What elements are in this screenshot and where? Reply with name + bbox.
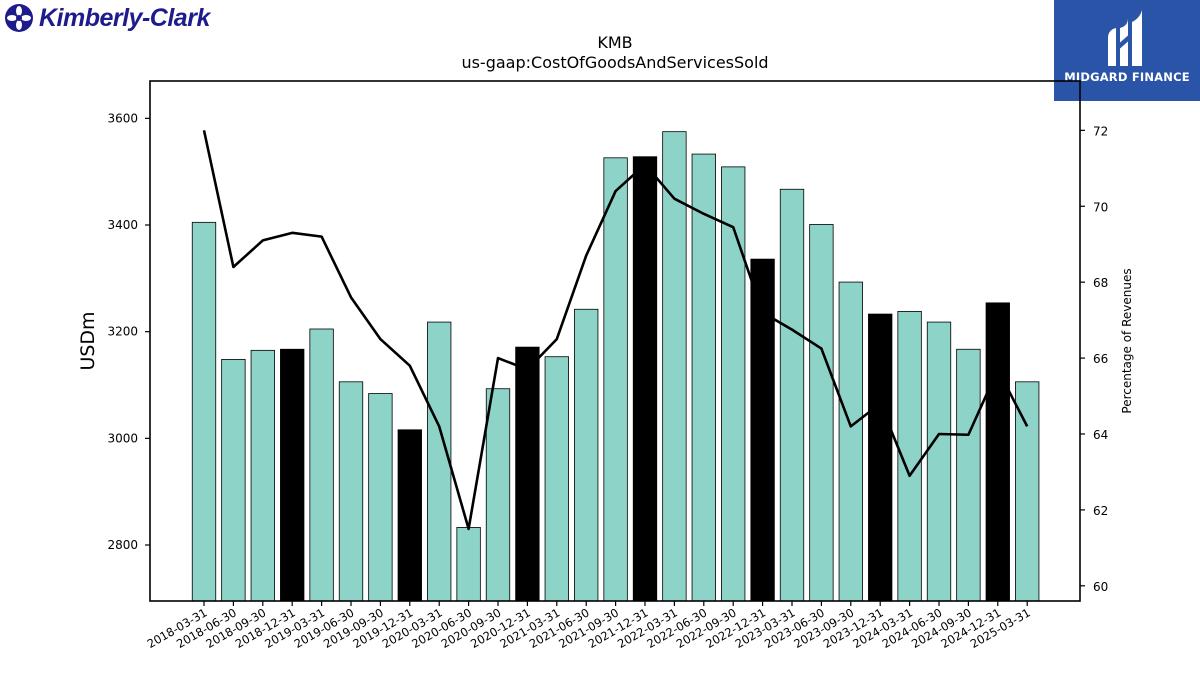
badge-text: MIDGARD FINANCE (1064, 70, 1190, 84)
y-tick-label: 3200 (107, 325, 138, 339)
bar-2021-03-31 (544, 356, 569, 602)
bar-2025-03-31 (1015, 381, 1040, 602)
bar-2021-06-30 (574, 308, 599, 602)
chart-subtitle: us-gaap:CostOfGoodsAndServicesSold (461, 53, 768, 72)
y-tick-label: 3400 (107, 218, 138, 232)
bar-2019-06-30 (338, 381, 364, 602)
bar-2018-12-31 (280, 348, 305, 602)
bar-2023-06-30 (809, 224, 834, 602)
y-tick-label: 3600 (107, 111, 138, 125)
y2-tick-label: 62 (1093, 504, 1108, 518)
bar-2023-12-31 (868, 313, 893, 602)
kimberly-clark-emblem-icon (5, 4, 33, 32)
bar-2024-06-30 (926, 321, 952, 602)
bars-layer (191, 131, 1040, 602)
bar-2018-09-30 (250, 349, 275, 602)
bar-2019-03-31 (309, 328, 334, 602)
line-layer (202, 130, 1029, 531)
y2-tick-label: 72 (1093, 124, 1108, 138)
bar-2019-12-31 (397, 429, 422, 602)
bar-2020-06-30 (456, 527, 481, 602)
bar-2020-03-31 (427, 321, 452, 602)
bar-2024-09-30 (956, 348, 981, 602)
midgard-finance-mark-icon (1108, 10, 1142, 66)
bar-2023-03-31 (779, 188, 805, 602)
bar-2018-06-30 (221, 358, 246, 602)
chart-title: KMB (597, 33, 632, 52)
y-tick-label: 3000 (107, 431, 138, 445)
bar-2018-03-31 (191, 221, 217, 602)
bar-2020-12-31 (515, 346, 540, 602)
logo-text: Kimberly-Clark (39, 3, 210, 32)
kimberly-clark-logo: Kimberly-Clark (4, 3, 210, 33)
bar-2022-09-30 (721, 166, 746, 602)
y2-axis-label: Percentage of Revenues (1120, 268, 1134, 413)
midgard-finance-badge: MIDGARD FINANCE (1054, 0, 1200, 101)
bar-2021-12-31 (632, 156, 658, 602)
y2-tick-label: 68 (1093, 276, 1108, 290)
y2-tick-label: 70 (1093, 200, 1108, 214)
y-axis-label: USDm (77, 311, 99, 370)
bar-2019-09-30 (368, 393, 393, 602)
y-tick-label: 2800 (107, 538, 138, 552)
y2-tick-label: 64 (1093, 428, 1108, 442)
y2-tick-label: 66 (1093, 352, 1108, 366)
y2-tick-label: 60 (1093, 580, 1108, 594)
bar-2021-09-30 (603, 157, 628, 602)
bar-2022-06-30 (691, 153, 716, 602)
bar-2023-09-30 (838, 281, 863, 602)
bar-2024-12-31 (985, 302, 1010, 602)
bar-2020-09-30 (485, 388, 511, 602)
